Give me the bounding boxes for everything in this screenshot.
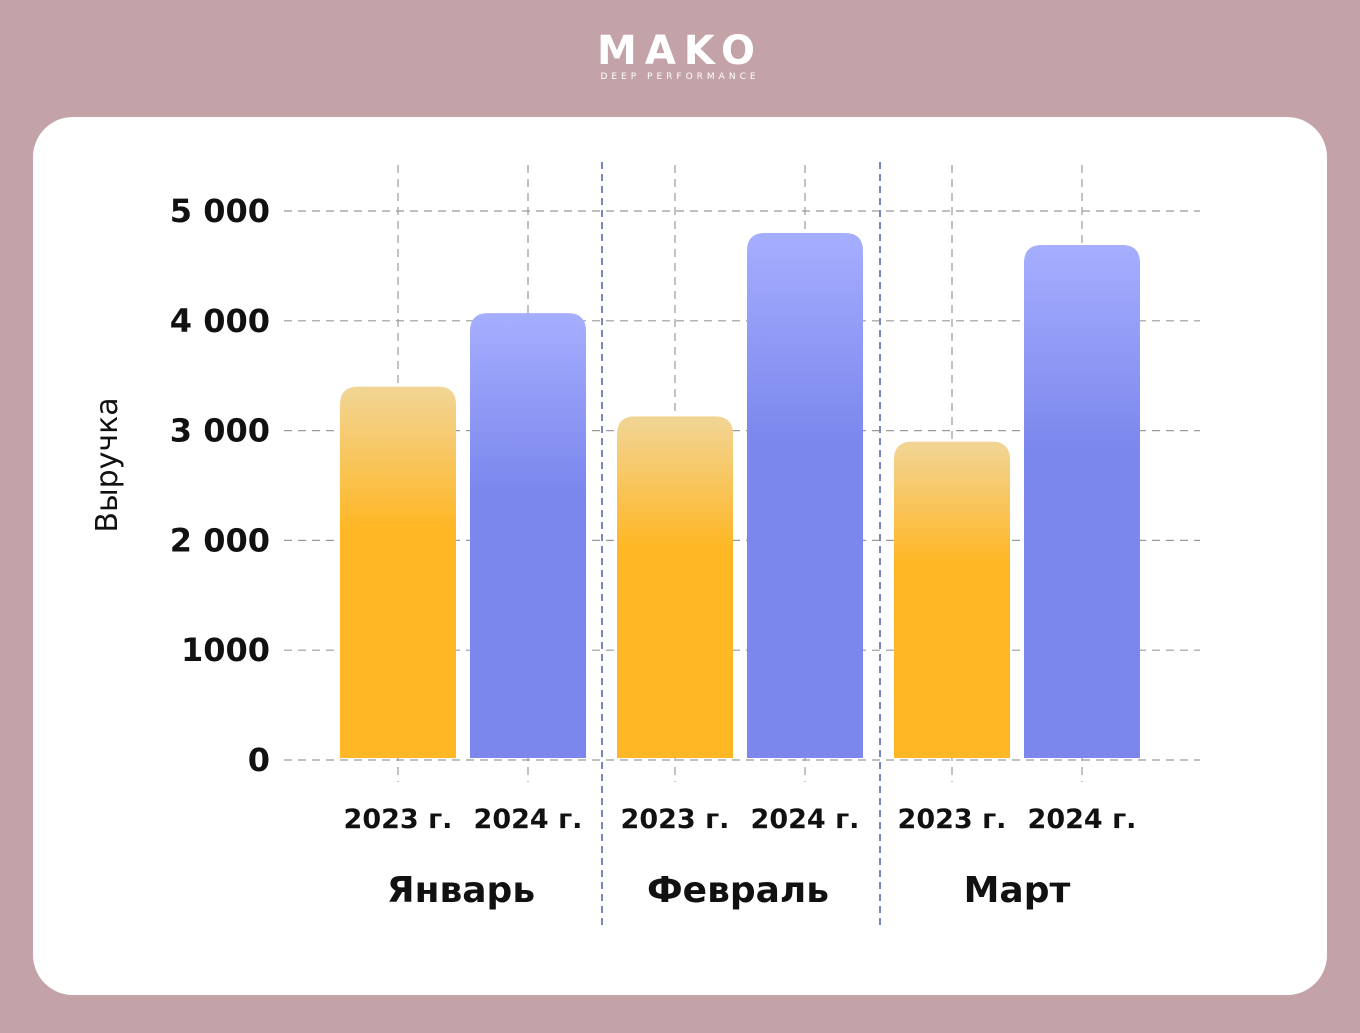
y-tick-label: 1000 xyxy=(181,631,270,669)
bar-2023-1 xyxy=(617,416,733,758)
x-series-label: 2023 г. xyxy=(898,804,1007,835)
y-tick-label: 3 000 xyxy=(170,412,270,450)
y-tick-label: 2 000 xyxy=(170,521,270,559)
x-group-label: Январь xyxy=(387,870,535,911)
y-tick-label: 5 000 xyxy=(170,192,270,230)
bar-2023-2 xyxy=(894,441,1010,758)
logo-name: MAKO xyxy=(597,28,763,74)
bar-2023-0 xyxy=(340,386,456,758)
y-tick-label: 4 000 xyxy=(170,302,270,340)
bar-2024-0 xyxy=(470,313,586,758)
x-series-label: 2024 г. xyxy=(474,804,583,835)
bars xyxy=(340,232,1140,759)
x-group-label: Март xyxy=(964,870,1071,911)
y-axis-label: Выручка xyxy=(90,397,125,532)
y-tick-label: 0 xyxy=(248,741,270,779)
labels: 0 1000 2 000 3 000 4 000 5 000 2023 г. 2024 г. Я… xyxy=(170,192,1137,911)
x-group-label: Февраль xyxy=(647,870,829,911)
bar-2024-2 xyxy=(1024,245,1140,759)
x-series-label: 2024 г. xyxy=(1028,804,1137,835)
x-series-label: 2023 г. xyxy=(344,804,453,835)
logo-tagline: DEEP PERFORMANCE xyxy=(600,72,760,82)
x-series-label: 2023 г. xyxy=(621,804,730,835)
logo: MAKO DEEP PERFORMANCE xyxy=(0,30,1360,82)
bar-2024-1 xyxy=(747,232,863,758)
x-series-label: 2024 г. xyxy=(751,804,860,835)
